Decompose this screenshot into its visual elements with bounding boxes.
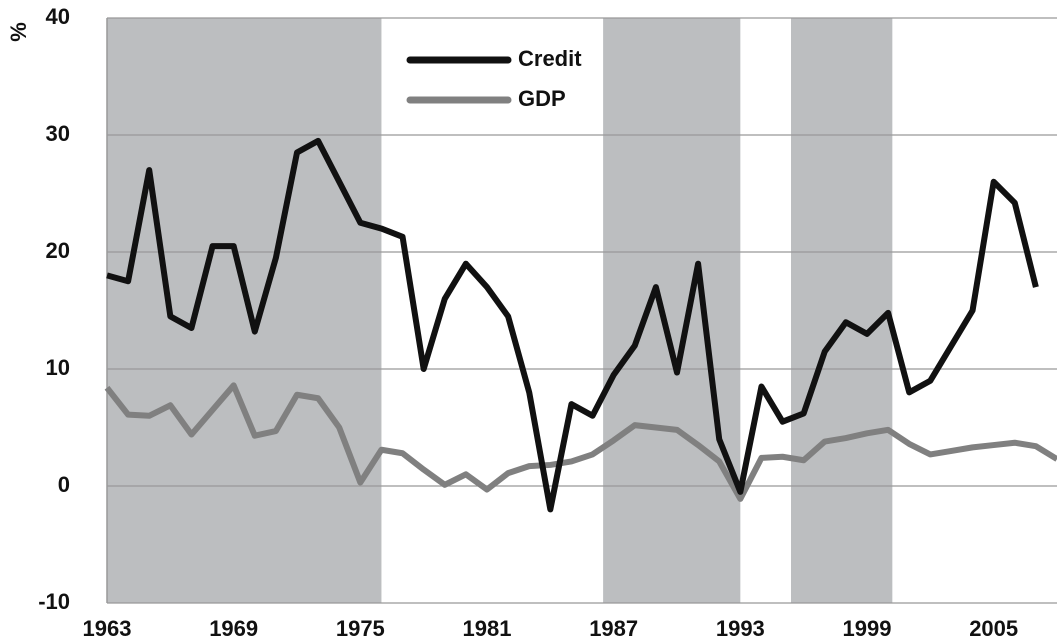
x-tick-label: 1963 [83, 616, 132, 641]
y-axis-label: % [6, 22, 31, 42]
shaded-period [603, 18, 741, 603]
x-tick-label: 1981 [463, 616, 512, 641]
x-tick-label: 1975 [336, 616, 385, 641]
y-tick-label: 10 [46, 355, 70, 380]
x-tick-label: 1999 [843, 616, 892, 641]
x-tick-label: 1993 [716, 616, 765, 641]
x-tick-label: 1969 [209, 616, 258, 641]
series-line [104, 382, 1057, 502]
y-tick-label: 0 [58, 472, 70, 497]
y-tick-label: 40 [46, 4, 70, 29]
legend-label: GDP [518, 86, 566, 111]
x-tick-label: 1987 [589, 616, 638, 641]
series-line [106, 137, 1039, 513]
shaded-period [791, 18, 893, 603]
shaded-period [107, 18, 382, 603]
y-tick-label: 20 [46, 238, 70, 263]
x-tick-label: 2005 [969, 616, 1018, 641]
legend-label: Credit [518, 46, 582, 71]
y-tick-label: 30 [46, 121, 70, 146]
y-tick-label: -10 [38, 589, 70, 614]
